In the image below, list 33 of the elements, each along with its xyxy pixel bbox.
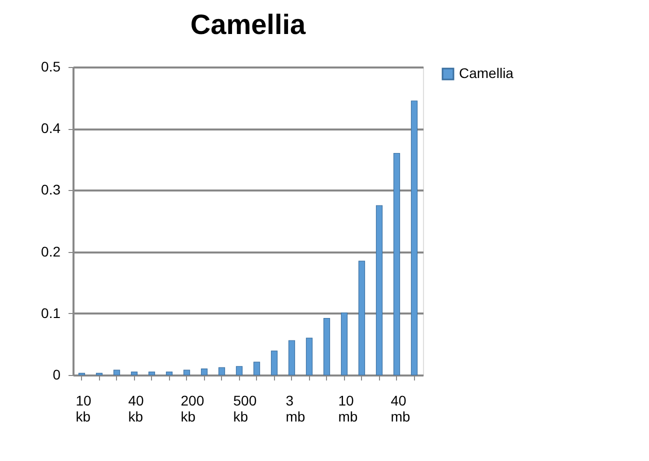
- bar: [113, 370, 120, 376]
- bar: [323, 318, 330, 376]
- bar: [183, 370, 190, 376]
- x-tick-label: 10 kb: [76, 392, 92, 424]
- x-tick-label: 40 mb: [390, 392, 410, 424]
- y-tick-label: 0.5: [41, 58, 61, 74]
- bar: [393, 152, 400, 376]
- bar: [148, 372, 156, 376]
- bar: [270, 350, 278, 376]
- chart-title: Camellia: [190, 9, 306, 40]
- legend-label: Camellia: [459, 65, 514, 81]
- bar: [236, 366, 243, 376]
- bar: [306, 338, 313, 376]
- y-tick-label: 0.2: [41, 243, 61, 260]
- y-tick-label: 0: [52, 366, 61, 382]
- x-tick-label: 40 kb: [128, 392, 144, 424]
- x-tick-label: 3 mb: [286, 392, 306, 424]
- x-tick-label: 200 kb: [180, 392, 204, 424]
- y-tick-label: 0.1: [41, 304, 61, 321]
- bar: [253, 362, 260, 376]
- y-tick-label: 0.4: [41, 120, 61, 136]
- bar: [130, 372, 138, 376]
- x-tick-label: 10 mb: [338, 392, 358, 424]
- y-tick-label: 0.3: [41, 182, 61, 198]
- bar: [410, 100, 418, 376]
- bar: [288, 340, 296, 376]
- bar: [166, 372, 173, 376]
- bar: [358, 260, 366, 376]
- x-tick-label: 500 kb: [233, 392, 257, 424]
- bar: [200, 368, 208, 376]
- bar: [340, 312, 348, 376]
- bar: [218, 367, 226, 376]
- bar: [376, 205, 383, 376]
